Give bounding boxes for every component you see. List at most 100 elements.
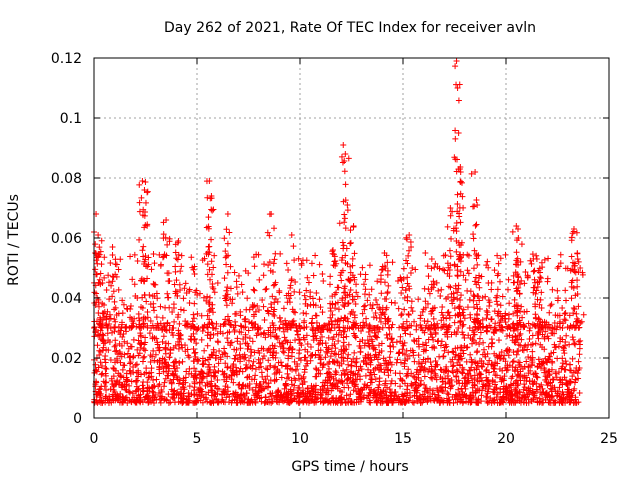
data-point: [387, 343, 394, 350]
data-point: [547, 302, 554, 309]
data-point: [419, 360, 426, 367]
data-point: [457, 268, 464, 275]
data-point: [515, 347, 522, 354]
data-point: [556, 312, 563, 319]
data-point: [264, 366, 271, 373]
data-point: [325, 369, 332, 376]
data-point: [353, 396, 360, 403]
data-point: [508, 398, 515, 405]
data-point: [208, 258, 215, 265]
data-point: [491, 396, 498, 403]
data-point: [476, 378, 483, 385]
data-point: [388, 377, 395, 384]
data-point: [572, 399, 579, 406]
data-point: [334, 383, 341, 390]
data-point: [538, 289, 545, 296]
data-point: [559, 305, 566, 312]
data-point: [329, 301, 336, 308]
data-point: [517, 258, 524, 265]
data-point: [453, 378, 460, 385]
data-point: [168, 386, 175, 393]
data-point: [240, 391, 247, 398]
y-tick-label: 0.12: [51, 51, 82, 67]
data-point: [359, 337, 366, 344]
data-point: [473, 387, 480, 394]
data-point: [397, 338, 404, 345]
data-point: [228, 372, 235, 379]
data-point: [567, 399, 574, 406]
data-point: [313, 324, 320, 331]
data-point: [405, 283, 412, 290]
data-point: [231, 346, 238, 353]
data-point: [361, 291, 368, 298]
data-point: [93, 318, 100, 325]
data-point: [488, 279, 495, 286]
data-point: [163, 396, 170, 403]
x-tick-label: 5: [193, 431, 202, 447]
data-point: [529, 354, 536, 361]
data-point: [296, 394, 303, 401]
data-point: [533, 252, 540, 259]
data-point: [387, 359, 394, 366]
data-point: [518, 277, 525, 284]
data-point: [483, 368, 490, 375]
data-point: [179, 358, 186, 365]
data-point: [212, 355, 219, 362]
data-point: [344, 324, 351, 331]
data-point: [283, 260, 290, 267]
data-point: [206, 316, 213, 323]
data-point: [353, 289, 360, 296]
data-point: [422, 250, 429, 257]
data-point: [417, 399, 424, 406]
data-point: [191, 379, 198, 386]
data-point: [204, 261, 211, 268]
data-point: [296, 289, 303, 296]
data-point: [159, 393, 166, 400]
data-point: [491, 324, 498, 331]
data-point: [269, 349, 276, 356]
data-point: [369, 342, 376, 349]
data-point: [402, 287, 409, 294]
data-point: [142, 199, 149, 206]
data-point: [515, 226, 522, 233]
data-point: [566, 394, 573, 401]
data-point: [208, 271, 215, 278]
data-point: [313, 312, 320, 319]
data-point: [222, 297, 229, 304]
data-point: [554, 323, 561, 330]
data-point: [486, 357, 493, 364]
data-point: [95, 232, 102, 238]
data-point: [338, 371, 345, 378]
data-point: [354, 376, 361, 383]
data-point: [568, 295, 575, 302]
data-point: [106, 339, 113, 346]
data-point: [270, 308, 277, 315]
data-point: [276, 314, 283, 321]
data-point: [471, 247, 478, 254]
data-point: [404, 324, 411, 331]
data-point: [470, 265, 477, 272]
data-point: [112, 348, 119, 355]
data-point: [412, 379, 419, 386]
data-point: [415, 374, 422, 381]
data-point: [563, 332, 570, 339]
data-point: [197, 370, 204, 377]
data-point: [256, 364, 263, 371]
data-point: [162, 234, 169, 241]
data-point: [129, 390, 136, 397]
data-point: [497, 396, 504, 403]
data-point: [526, 335, 533, 342]
data-point: [562, 287, 569, 294]
data-point: [551, 319, 558, 326]
data-point: [486, 383, 493, 390]
data-point: [130, 364, 137, 371]
data-point: [473, 317, 480, 324]
data-point: [566, 312, 573, 319]
data-point: [309, 326, 316, 333]
data-point: [480, 381, 487, 388]
data-point: [541, 346, 548, 353]
data-point: [178, 263, 185, 270]
data-point: [271, 394, 278, 401]
data-point: [226, 328, 233, 335]
data-point: [247, 399, 254, 406]
